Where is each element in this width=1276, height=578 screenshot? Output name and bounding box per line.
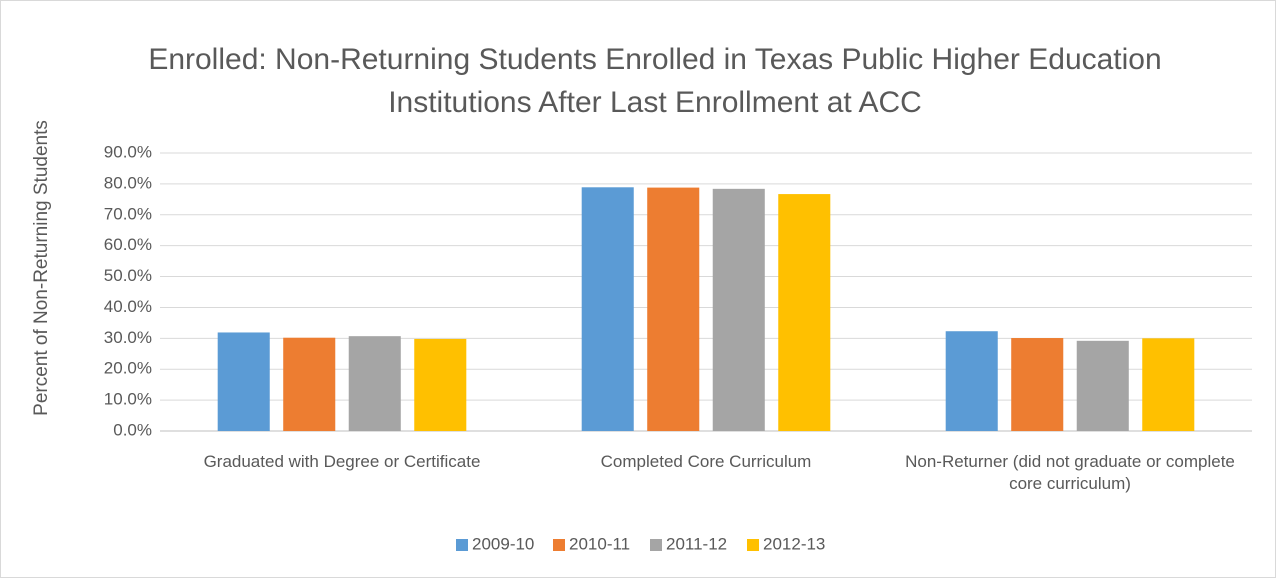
legend-label: 2011-12: [666, 534, 727, 553]
bar: [581, 187, 634, 431]
bar: [647, 187, 700, 431]
x-tick-label: Completed Core Curriculum: [600, 452, 812, 471]
y-tick-label: 10.0%: [104, 390, 152, 409]
legend-label: 2009-10: [472, 534, 534, 553]
bar: [712, 188, 765, 431]
y-tick-label: 50.0%: [104, 266, 152, 285]
y-tick-label: 60.0%: [104, 235, 152, 254]
y-tick-label: 70.0%: [104, 204, 152, 223]
bar: [414, 338, 467, 431]
bar: [945, 331, 998, 431]
y-tick-label: 30.0%: [104, 328, 152, 347]
y-axis-label: Percent of Non-Returning Students: [31, 120, 52, 416]
legend-label: 2012-13: [763, 534, 825, 553]
y-tick-label: 20.0%: [104, 359, 152, 378]
x-tick-label: Graduated with Degree or Certificate: [203, 452, 481, 471]
legend-swatch: [650, 539, 662, 551]
bar: [778, 194, 831, 431]
legend-swatch: [456, 539, 468, 551]
bar: [1076, 340, 1129, 431]
y-tick-label: 0.0%: [113, 420, 152, 439]
chart-title: Enrolled: Non-Returning Students Enrolle…: [148, 43, 1162, 119]
y-tick-label: 40.0%: [104, 297, 152, 316]
legend-label: 2010-11: [569, 534, 630, 553]
x-tick-label: Non-Returner (did not graduate or comple…: [905, 452, 1235, 493]
y-tick-label: 80.0%: [104, 173, 152, 192]
bar: [1011, 338, 1064, 431]
legend-swatch: [553, 539, 565, 551]
bar: [348, 336, 401, 431]
bar: [283, 337, 336, 431]
y-tick-label: 90.0%: [104, 142, 152, 161]
bar: [1142, 338, 1195, 431]
legend-swatch: [747, 539, 759, 551]
bar: [217, 332, 270, 431]
